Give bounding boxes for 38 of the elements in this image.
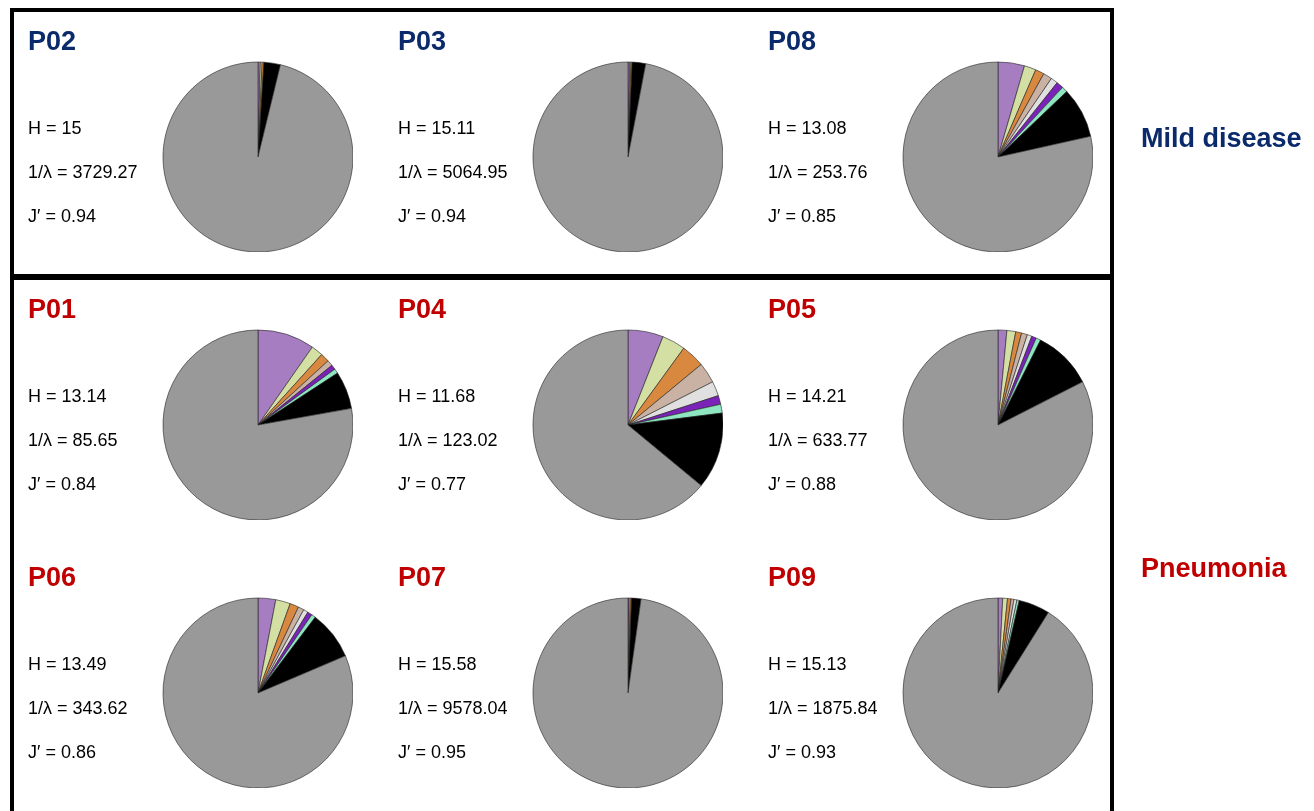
- chart-title: P01: [28, 294, 77, 325]
- text: 1/λ = 9578.04: [398, 698, 508, 719]
- chart-title: P04: [398, 294, 447, 325]
- text: J′ = 0.84: [28, 474, 96, 495]
- text: J′ = 0.93: [768, 742, 836, 763]
- text: 1/λ = 5064.95: [398, 162, 508, 183]
- text: H = 15.58: [398, 654, 477, 675]
- text: 1/λ = 3729.27: [28, 162, 138, 183]
- text: H = 15.11: [398, 118, 476, 139]
- text: J′ = 0.88: [768, 474, 836, 495]
- text: J′ = 0.95: [398, 742, 466, 763]
- text: 1/λ = 343.62: [28, 698, 128, 719]
- text: 1/λ = 1875.84: [768, 698, 878, 719]
- chart-title: P03: [398, 26, 447, 57]
- text: 1/λ = 253.76: [768, 162, 868, 183]
- text: J′ = 0.94: [28, 206, 96, 227]
- text: Mild disease: [1141, 122, 1303, 155]
- chart-title: P05: [768, 294, 817, 325]
- chart-title: P06: [28, 562, 77, 593]
- text: H = 15.13: [768, 654, 847, 675]
- text: H = 15: [28, 118, 82, 139]
- text: J′ = 0.77: [398, 474, 466, 495]
- chart-title: P08: [768, 26, 817, 57]
- text: H = 13.08: [768, 118, 847, 139]
- text: 1/λ = 85.65: [28, 430, 118, 451]
- text: J′ = 0.94: [398, 206, 466, 227]
- text: 1/λ = 123.02: [398, 430, 498, 451]
- text: Pneumonia: [1141, 552, 1288, 585]
- text: H = 14.21: [768, 386, 847, 407]
- chart-title: P02: [28, 26, 77, 57]
- text: J′ = 0.85: [768, 206, 836, 227]
- text: H = 13.14: [28, 386, 107, 407]
- chart-title: P09: [768, 562, 817, 593]
- text: H = 11.68: [398, 386, 476, 407]
- text: J′ = 0.86: [28, 742, 96, 763]
- text: 1/λ = 633.77: [768, 430, 868, 451]
- chart-title: P07: [398, 562, 447, 593]
- text: H = 13.49: [28, 654, 107, 675]
